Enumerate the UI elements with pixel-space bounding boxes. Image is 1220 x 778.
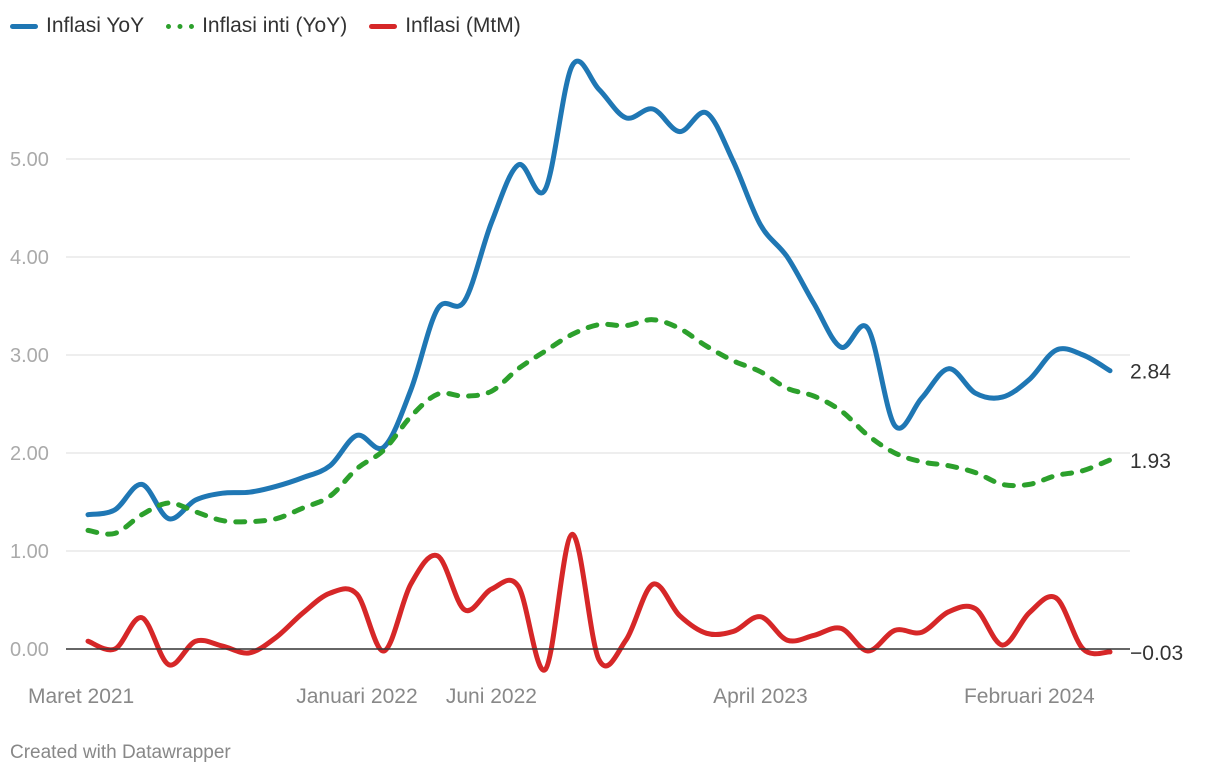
series-line-1	[85, 58, 1113, 522]
x-tick-label: Februari 2024	[964, 685, 1095, 708]
x-tick-label: Januari 2022	[296, 685, 417, 708]
y-tick-label: 4.00	[10, 247, 49, 269]
series-line-3	[85, 531, 1113, 673]
y-tick-label: 0.00	[10, 639, 49, 661]
y-tick-label: 3.00	[10, 345, 49, 367]
x-tick-label: April 2023	[713, 685, 808, 708]
legend-label: Inflasi inti (YoY)	[202, 14, 348, 37]
legend-item: Inflasi (MtM)	[369, 14, 521, 38]
end-value-label: 1.93	[1130, 450, 1171, 473]
legend-swatch	[10, 23, 38, 29]
footer-credit: Created with Datawrapper	[10, 742, 231, 763]
legend: Inflasi YoY Inflasi inti (YoY) Inflasi (Mt…	[10, 14, 521, 38]
legend-swatch	[369, 23, 398, 29]
legend-item: Inflasi YoY	[10, 14, 144, 38]
legend-label: Inflasi YoY	[46, 14, 145, 37]
x-tick-label: Juni 2022	[446, 685, 537, 708]
y-tick-label: 5.00	[10, 149, 49, 171]
legend-swatch	[166, 23, 195, 29]
series-line-2	[85, 317, 1113, 537]
end-value-label: −0.03	[1130, 642, 1183, 665]
legend-label: Inflasi (MtM)	[405, 14, 521, 37]
y-tick-label: 2.00	[10, 443, 49, 465]
legend-item: Inflasi inti (YoY)	[166, 14, 347, 38]
line-chart: 0.00 1.00 2.00 3.00 4.00 5.00 2.84 1.93 −0.03 Mar…	[10, 58, 1183, 708]
x-tick-label: Maret 2021	[28, 685, 134, 708]
end-value-label: 2.84	[1130, 361, 1171, 384]
y-tick-label: 1.00	[10, 541, 49, 563]
